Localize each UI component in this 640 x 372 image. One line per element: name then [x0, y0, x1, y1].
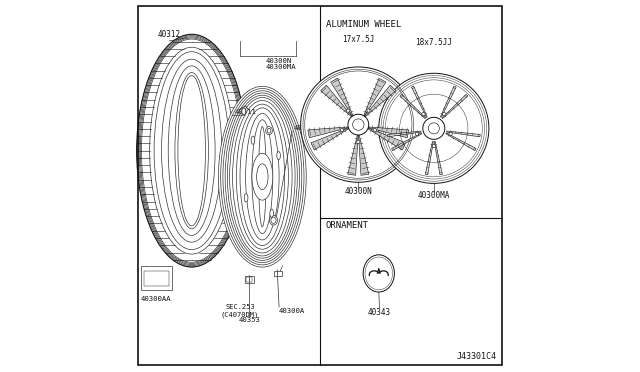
Text: 17x7.5J: 17x7.5J — [342, 35, 374, 44]
Text: 40300AA: 40300AA — [141, 296, 172, 302]
Circle shape — [367, 109, 370, 112]
Text: ORNAMENT: ORNAMENT — [326, 221, 369, 230]
Polygon shape — [442, 94, 468, 119]
Bar — [245, 276, 254, 283]
Polygon shape — [321, 85, 352, 117]
Circle shape — [353, 119, 364, 130]
Circle shape — [373, 128, 376, 132]
Text: 18x7.5JJ: 18x7.5JJ — [415, 38, 452, 47]
Circle shape — [422, 112, 425, 116]
Ellipse shape — [266, 126, 273, 135]
Text: (C4070DM): (C4070DM) — [221, 312, 259, 318]
Polygon shape — [447, 131, 480, 137]
Ellipse shape — [251, 136, 255, 144]
Polygon shape — [364, 78, 386, 116]
Text: 40300A: 40300A — [279, 308, 305, 314]
Ellipse shape — [218, 86, 306, 267]
Polygon shape — [308, 127, 348, 138]
Circle shape — [348, 114, 369, 135]
Text: 40343: 40343 — [368, 308, 391, 317]
Ellipse shape — [141, 39, 242, 262]
Bar — [145, 271, 168, 286]
Polygon shape — [331, 78, 353, 116]
Text: ALUMINUM WHEEL: ALUMINUM WHEEL — [326, 20, 401, 29]
Ellipse shape — [276, 151, 280, 160]
Text: SEC.253: SEC.253 — [225, 304, 255, 310]
Circle shape — [301, 67, 416, 182]
Circle shape — [346, 109, 350, 112]
Circle shape — [442, 112, 446, 116]
Bar — [141, 266, 172, 290]
Text: 40312: 40312 — [158, 30, 181, 39]
Polygon shape — [426, 141, 433, 175]
Circle shape — [415, 132, 419, 135]
Ellipse shape — [257, 164, 268, 190]
Text: 40353: 40353 — [238, 317, 260, 323]
Text: 40300MA: 40300MA — [418, 191, 450, 200]
Bar — [273, 271, 282, 276]
Circle shape — [340, 128, 344, 132]
Ellipse shape — [363, 255, 394, 292]
Ellipse shape — [242, 108, 246, 115]
Text: 40311: 40311 — [234, 109, 256, 115]
Ellipse shape — [269, 215, 278, 225]
Ellipse shape — [244, 194, 248, 202]
Circle shape — [449, 132, 452, 135]
Polygon shape — [358, 135, 369, 175]
Polygon shape — [368, 127, 409, 138]
Ellipse shape — [178, 76, 205, 226]
Text: J43301C4: J43301C4 — [457, 352, 497, 361]
Polygon shape — [412, 86, 428, 117]
Polygon shape — [387, 131, 421, 137]
Circle shape — [423, 117, 445, 140]
Polygon shape — [446, 133, 476, 151]
Polygon shape — [392, 133, 422, 151]
Text: 40224: 40224 — [294, 125, 316, 131]
Bar — [246, 277, 252, 282]
Ellipse shape — [252, 153, 273, 200]
Ellipse shape — [270, 209, 273, 217]
Circle shape — [428, 123, 439, 134]
Circle shape — [379, 73, 489, 183]
Circle shape — [356, 140, 360, 144]
Polygon shape — [348, 135, 358, 175]
Text: 40300MA: 40300MA — [266, 64, 297, 70]
Text: 40300N: 40300N — [266, 58, 292, 64]
Circle shape — [432, 144, 435, 148]
Polygon shape — [368, 128, 406, 150]
Text: 40300N: 40300N — [344, 187, 372, 196]
Polygon shape — [400, 94, 426, 119]
Polygon shape — [435, 141, 442, 175]
Polygon shape — [311, 128, 349, 150]
Polygon shape — [440, 86, 456, 117]
Polygon shape — [365, 85, 396, 117]
